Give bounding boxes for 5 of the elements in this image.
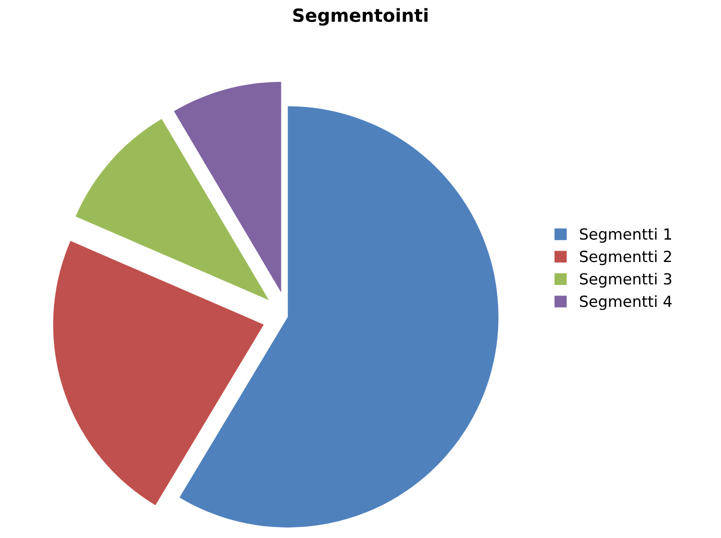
legend-label: Segmentti 3 [580,272,672,288]
chart-title: Segmentointi [293,8,428,26]
legend-label: Segmentti 4 [580,295,672,310]
legend-label: Segmentti 1 [580,228,672,243]
legend-label: Segmentti 2 [580,250,671,266]
